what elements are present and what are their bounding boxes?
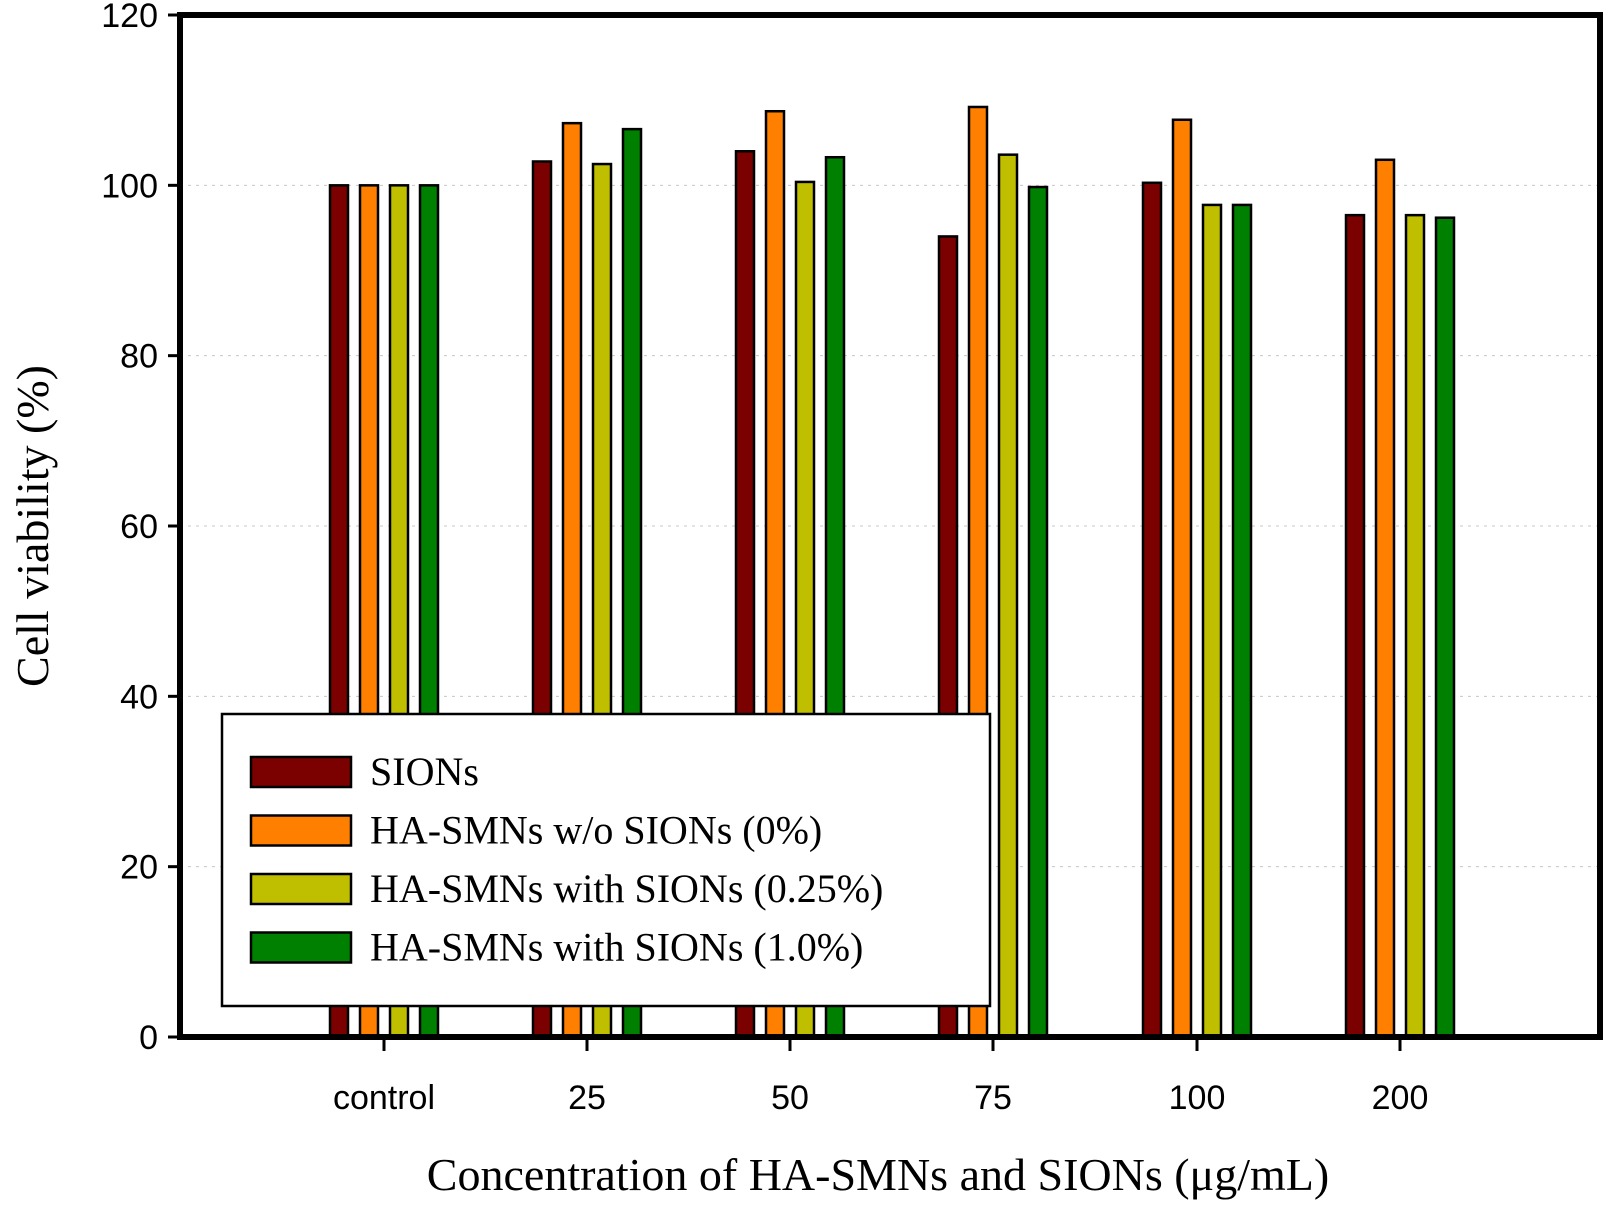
x-tick-label: 75 [974,1079,1012,1117]
y-tick-label: 60 [120,508,158,546]
bar-0-5 [1344,213,1366,1039]
legend-swatch [249,931,353,964]
legend-swatch [249,814,353,847]
legend: SIONs HA-SMNs w/o SIONs (0%) HA-SMNs with … [220,712,992,1008]
x-tick-label: 100 [1169,1079,1226,1117]
x-tick-label: 200 [1372,1079,1429,1117]
y-tick-label: 120 [101,0,158,35]
y-tick-label: 20 [120,849,158,887]
bar-2-5 [1404,213,1426,1039]
y-tick-label: 100 [101,167,158,205]
bar-1-4 [1171,118,1193,1039]
bar-3-5 [1434,216,1456,1039]
bar-3-4 [1231,203,1253,1039]
x-axis-ticks: control 25 50 75 100 200 [333,1037,1428,1117]
legend-label: HA-SMNs w/o SIONs (0%) [370,808,822,853]
legend-label: SIONs [370,749,479,794]
y-tick-label: 0 [139,1019,158,1057]
bar-3-3 [1027,185,1049,1039]
x-tick-label: 50 [771,1079,809,1117]
y-axis-ticks: 0 20 40 60 80 100 120 [101,0,180,1057]
bar-1-5 [1374,158,1396,1039]
legend-label: HA-SMNs with SIONs (1.0%) [370,925,863,970]
y-tick-label: 40 [120,678,158,716]
bar-0-4 [1141,181,1163,1039]
x-tick-label: 25 [568,1079,606,1117]
legend-swatch [249,872,353,906]
bar-2-4 [1201,203,1223,1039]
x-axis-label: Concentration of HA-SMNs and SIONs (μg/m… [427,1149,1329,1200]
legend-label: HA-SMNs with SIONs (0.25%) [370,866,883,911]
y-axis-label: Cell viability (%) [7,365,58,687]
y-tick-label: 80 [120,338,158,376]
legend-swatch [249,755,353,789]
x-tick-label: control [333,1079,435,1117]
bar-2-3 [997,153,1019,1039]
